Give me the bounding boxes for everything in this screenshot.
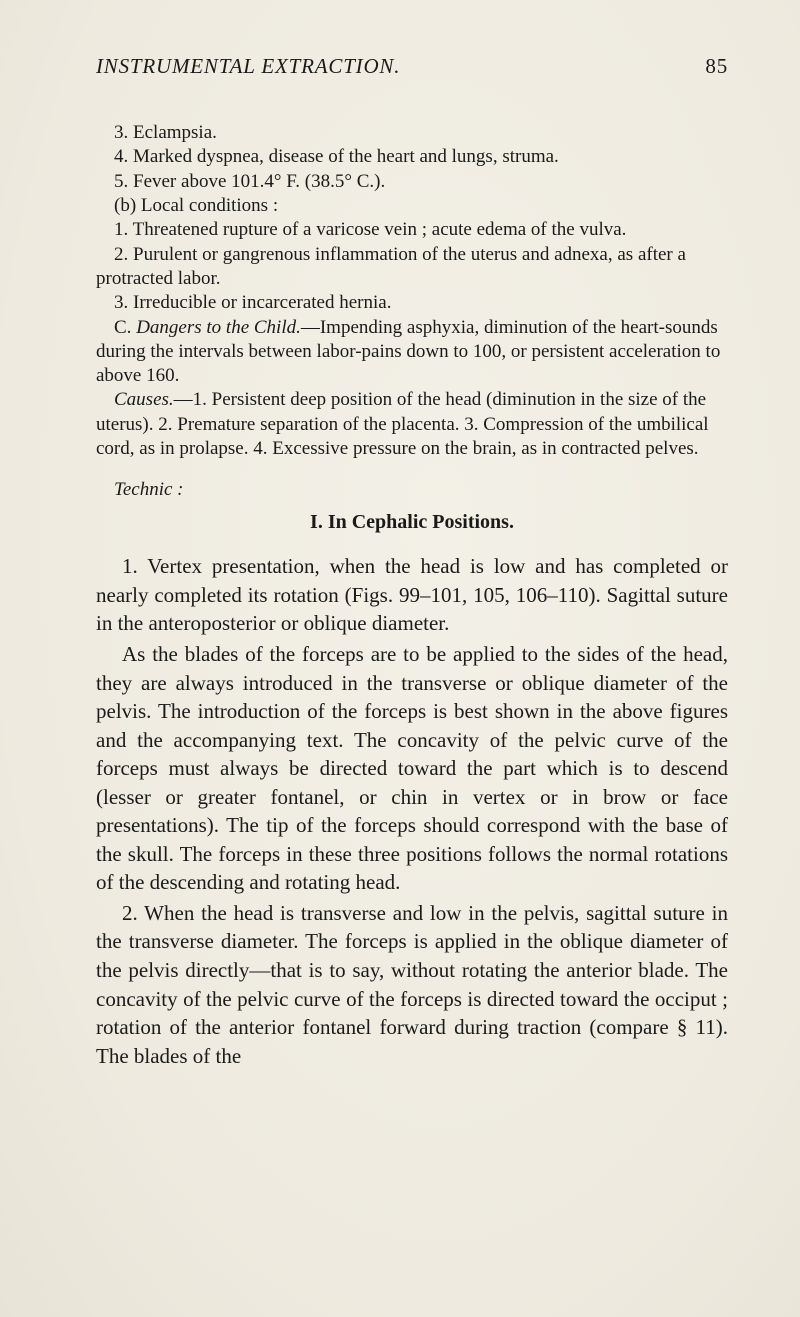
section-heading: I. In Cephalic Positions.: [96, 511, 728, 534]
list-item: 3. Eclampsia.: [96, 121, 728, 145]
dangers-prefix: C.: [114, 317, 136, 338]
technic-label: Technic :: [114, 479, 728, 501]
body-paragraph: As the blades of the forceps are to be a…: [96, 640, 728, 897]
body-paragraph: 2. When the head is transverse and low i…: [96, 899, 728, 1070]
list-item: 1. Threatened rupture of a varicose vein…: [96, 218, 728, 242]
causes-paragraph: Causes.—1. Persistent deep position of t…: [96, 388, 728, 461]
list-item: (b) Local conditions :: [96, 194, 728, 218]
running-title: INSTRUMENTAL EXTRACTION.: [96, 54, 400, 79]
list-item: 5. Fever above 101.4° F. (38.5° C.).: [96, 170, 728, 194]
running-header: INSTRUMENTAL EXTRACTION. 85: [96, 54, 728, 79]
causes-label-italic: Causes.: [114, 389, 174, 410]
list-item: 3. Irreducible or incarcerated hernia.: [96, 291, 728, 315]
dangers-label-italic: Dangers to the Child.: [136, 317, 301, 338]
list-item: 2. Purulent or gangrenous inflammation o…: [96, 243, 728, 292]
indications-list: 3. Eclampsia. 4. Marked dyspnea, disease…: [96, 121, 728, 461]
body-paragraph: 1. Vertex presentation, when the head is…: [96, 552, 728, 638]
page-number: 85: [705, 54, 728, 79]
list-item: 4. Marked dyspnea, disease of the heart …: [96, 145, 728, 169]
page: INSTRUMENTAL EXTRACTION. 85 3. Eclampsia…: [0, 0, 800, 1317]
causes-body: —1. Persistent deep position of the head…: [96, 389, 709, 459]
dangers-paragraph: C. Dangers to the Child.—Impending asphy…: [96, 316, 728, 389]
